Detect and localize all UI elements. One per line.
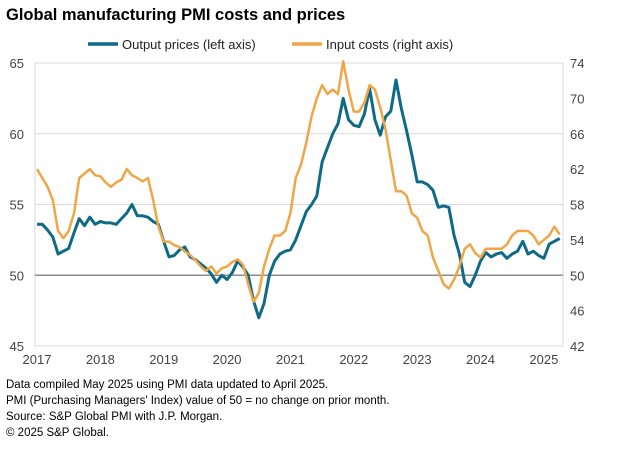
legend-label-input-costs: Input costs (right axis) xyxy=(326,37,453,52)
x-axis-tick-label: 2024 xyxy=(466,352,495,367)
x-axis-tick-label: 2023 xyxy=(403,352,432,367)
right-axis-tick-label: 74 xyxy=(570,56,584,71)
right-axis-tick-label: 66 xyxy=(570,127,584,142)
series-line-output-prices xyxy=(37,78,561,320)
x-axis-tick-label: 2017 xyxy=(23,352,52,367)
note-pmi-definition: PMI (Purchasing Managers' Index) value o… xyxy=(6,395,390,407)
chart-title: Global manufacturing PMI costs and price… xyxy=(6,6,346,24)
note-source: Source: S&P Global PMI with J.P. Morgan. xyxy=(6,411,223,423)
right-axis-tick-label: 50 xyxy=(570,268,584,283)
line-chart: 45 50 55 60 65 42 46 50 54 58 62 66 70 74 2017 2018 2019… xyxy=(10,37,585,367)
right-axis-tick-label: 58 xyxy=(570,198,584,213)
left-axis-tick-label: 65 xyxy=(10,56,24,71)
x-axis-tick-label: 2025 xyxy=(529,352,558,367)
legend-label-output-prices: Output prices (left axis) xyxy=(122,37,256,52)
x-axis-tick-label: 2020 xyxy=(213,352,242,367)
right-axis-tick-label: 42 xyxy=(570,339,584,354)
x-axis-tick-label: 2021 xyxy=(276,352,305,367)
right-axis-tick-label: 46 xyxy=(570,304,584,319)
x-axis-tick-label: 2018 xyxy=(86,352,115,367)
left-axis-tick-label: 45 xyxy=(10,339,24,354)
left-axis-tick-label: 60 xyxy=(10,127,24,142)
left-axis-tick-label: 55 xyxy=(10,198,24,213)
right-axis-tick-label: 62 xyxy=(570,162,584,177)
note-data-compiled: Data compiled May 2025 using PMI data up… xyxy=(6,379,329,391)
x-axis-tick-label: 2019 xyxy=(149,352,178,367)
right-axis-tick-label: 70 xyxy=(570,91,584,106)
left-axis-tick-label: 50 xyxy=(10,268,24,283)
note-copyright: © 2025 S&P Global. xyxy=(6,427,109,439)
right-axis-tick-label: 54 xyxy=(570,233,584,248)
series-line-input-costs xyxy=(35,59,561,304)
chart-notes: Data compiled May 2025 using PMI data up… xyxy=(6,377,390,441)
x-axis-tick-label: 2022 xyxy=(339,352,368,367)
